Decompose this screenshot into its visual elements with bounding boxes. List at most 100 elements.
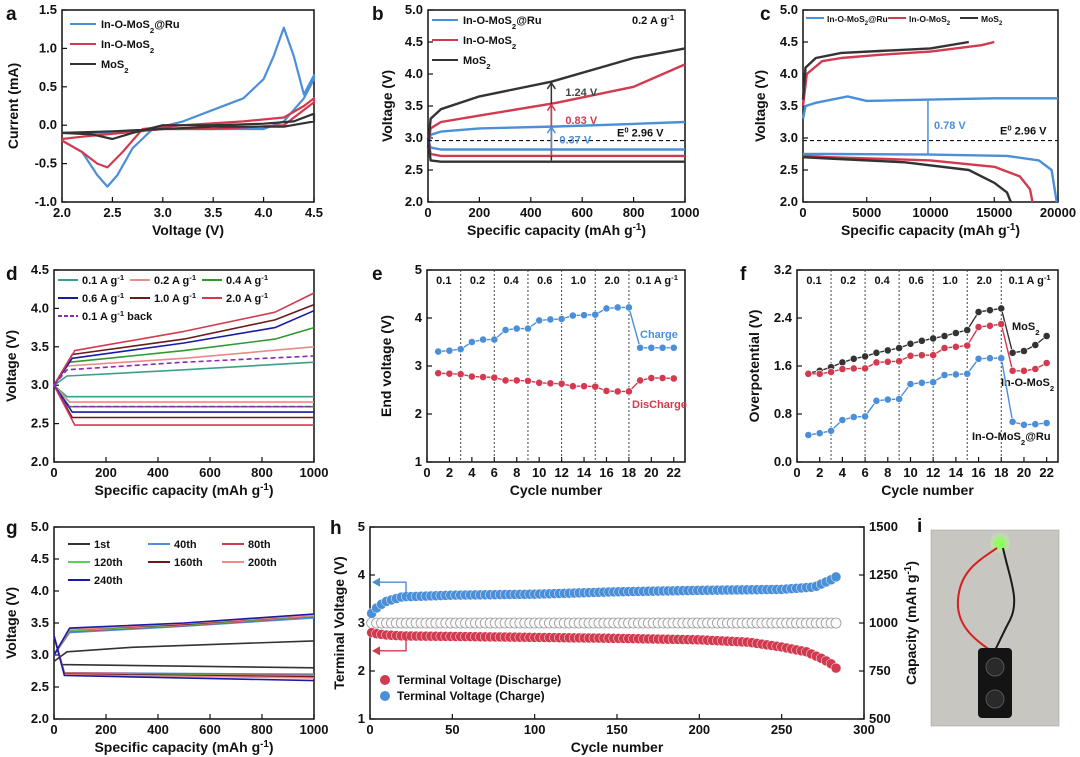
rate-label-4: 1.0 [943,275,958,287]
profile-2 [801,40,995,107]
gap-label-ru: 0.37 V [559,134,591,146]
gap-arrow-in-head [546,103,556,112]
panel-letter-e: e [372,264,383,285]
data-point [501,376,510,385]
legend-2-label: 0.4 A g-1 [226,273,269,288]
x-tick-label: 200 [95,465,117,480]
data-point [1042,359,1051,367]
y-tick-label: 4 [415,310,423,325]
panel-h: h 0 50 100 150 200 250 300 1 2 3 4 5 Cycle number Term… [330,518,919,755]
profile-1 [803,152,1058,203]
y-tick-label: 4.0 [780,66,798,81]
panel-letter-c: c [760,4,771,25]
y-axis-label: Voltage (V) [379,70,395,142]
x-tick-label: 1000 [300,465,329,480]
profile-1 [426,137,685,151]
plot-frame [426,269,686,463]
gap-label: 0.78 V [934,120,966,132]
y-axis-label: Current (mA) [5,63,21,149]
data-point [490,335,499,344]
legend-2-label: 80th [248,539,271,551]
y-axis-label: End voltage (V) [378,315,394,417]
legend-1-label: In-O-MoS2 [909,14,951,27]
cv-line-ru [61,26,316,188]
discharge-6 [53,635,315,682]
x-tick-label: 22 [667,465,681,480]
panel-i-photo: i [917,516,1060,727]
data-point [872,348,881,357]
data-point [815,429,824,438]
x-tick-label: 4 [468,465,476,480]
voltage-point-in [830,662,842,674]
data-point [512,376,521,385]
y-tick-label: 1 [358,711,365,726]
y-tick-label: 2.0 [780,194,798,209]
panel-f: f 0 2 4 6 8 10 12 14 16 18 20 22 0.0 0.8 1.6 2.4 3.2 Cycle… [740,262,1059,498]
x-tick-label: 600 [199,722,221,737]
data-point [997,304,1006,313]
y-tick-label: 3.2 [774,262,792,277]
data-point [917,336,926,345]
data-point [546,379,555,388]
charge-axis-arrow-head [371,577,381,587]
rate-label-0: 0.1 [436,275,451,287]
x-tick-label: 8 [513,465,520,480]
data-point [501,326,510,334]
x-tick-label: 800 [251,465,273,480]
x-tick-label: 600 [571,205,593,220]
x-tick-label: 2.0 [53,205,71,220]
legend-0-label: In-O-MoS2@Ru [463,15,542,31]
y-tick-label: 4.5 [31,262,49,277]
legend-1-label: 0.2 A g-1 [154,273,197,288]
legend-4-label: 1.0 A g-1 [154,291,197,306]
y-tick-label: 1.6 [774,358,792,373]
legend-5-label: 200th [248,557,277,569]
data-point [479,335,487,344]
data-point [479,373,487,381]
x-tick-label: 22 [1039,465,1053,480]
y-tick-label: 2.0 [31,711,49,726]
y2-axis-label: Capacity (mAh g-1) [903,561,920,685]
x-tick-label: 0 [793,465,800,480]
y-tick-label: 1.0 [39,40,57,55]
e0-label: E0 2.96 V [617,125,664,140]
series-line-0 [808,307,1048,374]
x-tick-label: 1000 [671,205,700,220]
data-point [434,347,443,356]
charge-3 [53,309,315,386]
y-tick-label: 3.0 [31,377,49,392]
data-point [838,358,847,367]
data-point [906,351,915,360]
x-tick-label: 100 [524,722,546,737]
data-point [490,373,499,382]
data-point [1020,347,1028,355]
data-point [568,311,577,320]
led-light-icon [994,537,1006,549]
rate-label-1: 0.2 [840,275,855,287]
charge-axis-arrow [374,581,407,597]
data-point [883,395,892,404]
legend-3-label: 0.6 A g-1 [82,291,125,306]
profile-4 [801,40,969,100]
data-point [1020,420,1028,429]
data-point [445,369,454,378]
y-tick-label: 1 [415,454,422,469]
y-tick-label: 4.5 [31,551,49,566]
discharge-axis-arrow [374,636,407,652]
x-axis-label: Specific capacity (mAh g-1) [467,222,646,239]
y-tick-label: 4.5 [405,34,423,49]
x-tick-label: 250 [771,722,793,737]
x-tick-label: 12 [554,465,568,480]
series-label-0: Charge [640,329,678,341]
data-point [467,372,476,381]
y-tick-label: 5.0 [780,2,798,17]
x-tick-label: 6 [491,465,498,480]
data-point [1008,417,1017,426]
data-point [636,343,645,352]
rate-label-3: 0.6 [537,275,552,287]
rate-label-3: 0.6 [909,275,924,287]
rate-label-1: 0.2 [470,275,485,287]
data-point [524,376,532,385]
